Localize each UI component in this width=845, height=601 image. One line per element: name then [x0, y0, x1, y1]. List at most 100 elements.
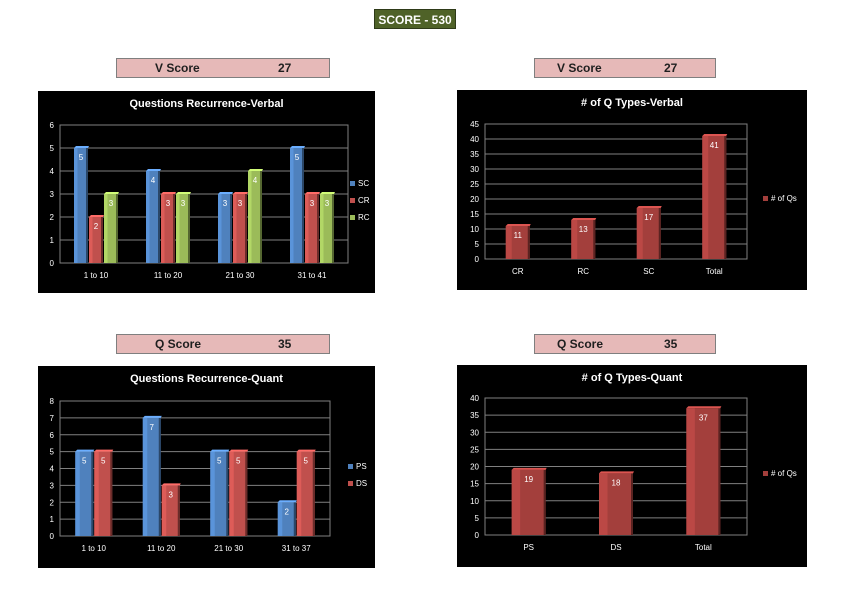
q-score-value: 35 [278, 337, 292, 351]
data-label: 2 [285, 507, 290, 516]
overall-score-title: SCORE - 530 [374, 9, 456, 29]
bar-shadow [177, 485, 180, 536]
y-tick-label: 10 [470, 497, 479, 506]
bar-top [290, 146, 305, 148]
x-tick-label: Total [706, 267, 723, 276]
bar-highlight [248, 171, 252, 263]
y-tick-label: 30 [470, 165, 479, 174]
bar-shadow [543, 469, 546, 535]
y-tick-label: 35 [470, 411, 479, 420]
data-label: 18 [612, 478, 621, 487]
y-tick-label: 30 [470, 428, 479, 437]
y-tick-label: 1 [50, 236, 55, 245]
bar-top [74, 146, 89, 148]
q-score-label: Q Score [557, 337, 604, 351]
bar-highlight [161, 485, 167, 536]
data-label: 11 [514, 231, 523, 240]
data-label: 5 [82, 457, 87, 466]
data-label: 5 [79, 153, 84, 162]
legend-swatch [348, 481, 353, 486]
x-tick-label: SC [643, 267, 654, 276]
y-tick-label: 25 [470, 180, 479, 189]
bar-ds-1 [94, 449, 114, 536]
data-label: 17 [644, 213, 653, 222]
bar-sc-2 [146, 169, 161, 263]
q-score-value: 35 [664, 337, 678, 351]
bar-ofqs-3 [636, 206, 662, 259]
data-label: 4 [151, 176, 156, 185]
bar-shadow [158, 171, 160, 263]
y-tick-label: 0 [475, 255, 480, 264]
x-tick-label: Total [695, 543, 712, 552]
y-tick-label: 25 [470, 445, 479, 454]
bar-shadow [116, 194, 118, 263]
y-tick-label: 0 [50, 259, 55, 268]
bar-shadow [260, 171, 262, 263]
bar-top [146, 169, 161, 171]
data-label: 19 [524, 475, 533, 484]
data-label: 4 [253, 176, 258, 185]
bar-top [176, 192, 191, 194]
x-tick-label: RC [577, 267, 589, 276]
v-score-box-left: V Score 27 [116, 58, 330, 78]
data-label: 5 [236, 457, 241, 466]
x-tick-label: DS [610, 543, 621, 552]
legend-swatch [763, 471, 768, 476]
bar-highlight [146, 171, 150, 263]
bar-shadow [101, 217, 103, 263]
bar-cr-3 [233, 192, 248, 263]
chart-title: Questions Recurrence-Quant [130, 373, 283, 385]
data-label: 3 [109, 199, 114, 208]
x-tick-label: 11 to 20 [147, 544, 176, 553]
bar-shadow [226, 451, 229, 536]
bar-highlight [636, 208, 643, 259]
y-tick-label: 40 [470, 394, 479, 403]
bar-cr-4 [305, 192, 320, 263]
bar-cr-1 [89, 215, 104, 263]
bar-top [104, 192, 119, 194]
data-label: 3 [310, 199, 315, 208]
bar-top [599, 471, 634, 474]
bar-top [305, 192, 320, 194]
legend-label: # of Qs [771, 194, 797, 203]
bar-shadow [718, 408, 721, 535]
bar-top [702, 134, 728, 136]
v-score-value: 27 [278, 61, 292, 75]
bar-top [161, 483, 181, 486]
bar-highlight [320, 194, 324, 263]
bar-ofqs-2 [599, 471, 634, 535]
bar-ofqs-3 [686, 406, 722, 535]
bar-highlight [229, 451, 234, 536]
q-score-label: Q Score [155, 337, 202, 351]
legend-label: CR [358, 196, 370, 205]
chart-quant-types-svg: 0 5 10 15 20 25 30 35 40 19 PS 18 DS 37 Total # of Qs [470, 394, 797, 552]
data-label: 5 [217, 457, 222, 466]
bar-highlight [89, 217, 93, 263]
bar-top [229, 449, 249, 452]
bar-ps-3 [210, 449, 230, 536]
chart-title: # of Q Types-Quant [581, 372, 683, 384]
legend-swatch [350, 198, 355, 203]
bar-top [248, 169, 263, 171]
data-label: 13 [579, 225, 588, 234]
y-tick-label: 1 [50, 515, 55, 524]
bar-highlight [161, 194, 165, 263]
bar-ds-4 [296, 449, 316, 536]
bar-highlight [571, 220, 578, 259]
bar-ps-1 [75, 449, 95, 536]
bar-ofqs-2 [571, 218, 597, 259]
legend-swatch [348, 464, 353, 469]
bar-top [142, 415, 162, 418]
bar-shadow [91, 451, 94, 536]
bar-top [94, 449, 114, 452]
bar-highlight [277, 502, 283, 536]
v-score-label: V Score [155, 61, 200, 75]
y-tick-label: 40 [470, 135, 479, 144]
bar-shadow [593, 220, 596, 259]
data-label: 3 [238, 199, 243, 208]
bar-top [511, 467, 547, 470]
x-tick-label: 31 to 41 [298, 271, 327, 280]
bar-top [636, 206, 662, 208]
y-tick-label: 20 [470, 195, 479, 204]
bar-rc-3 [248, 169, 263, 263]
